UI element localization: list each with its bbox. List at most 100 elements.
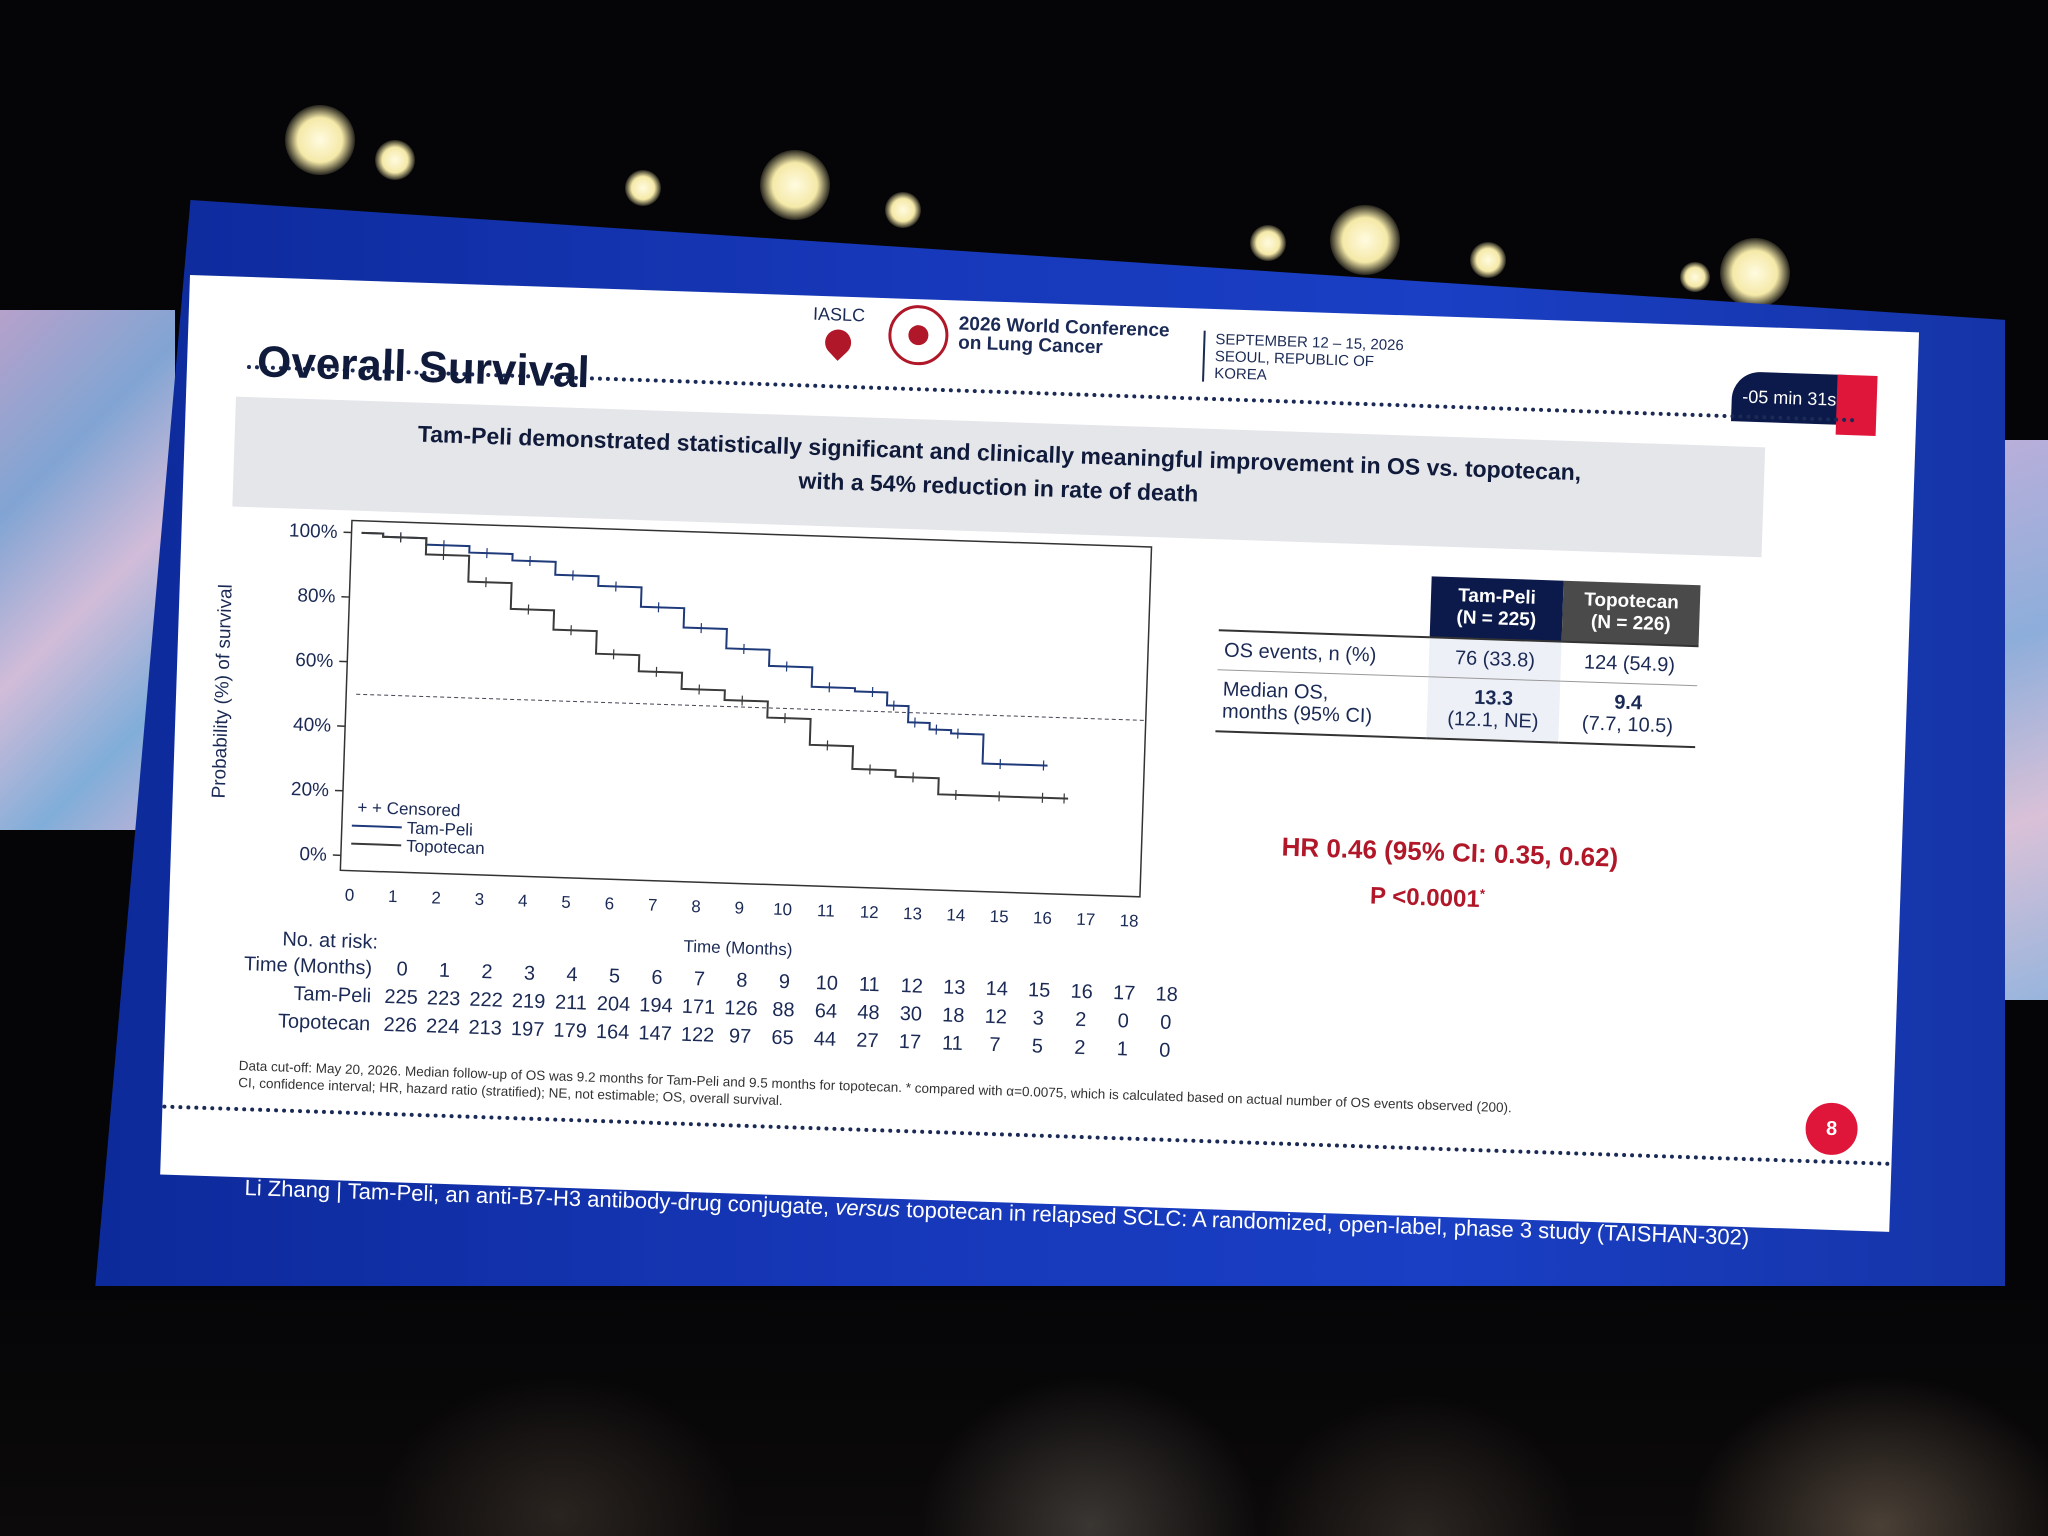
risk-value-tam-peli: 171 <box>681 995 716 1019</box>
x-tick-label: 1 <box>388 887 398 906</box>
risk-value-topotecan: 17 <box>898 1030 922 1054</box>
risk-value-topotecan: 213 <box>468 1016 503 1040</box>
y-tick-label: 60% <box>295 650 334 672</box>
iaslc-lung-icon <box>819 324 857 361</box>
risk-time-value: 9 <box>778 970 791 994</box>
risk-value-tam-peli: 18 <box>941 1004 965 1028</box>
risk-time-value: 3 <box>523 962 536 985</box>
risk-value-tam-peli: 3 <box>1032 1007 1045 1030</box>
legend-line-topotecan <box>351 842 402 847</box>
p-value: P <0.0001* <box>1370 882 1486 914</box>
p-value-marker: * <box>1479 886 1486 902</box>
risk-value-topotecan: 27 <box>855 1029 879 1053</box>
x-tick-label: 9 <box>734 898 744 917</box>
risk-value-tam-peli: 12 <box>984 1005 1008 1029</box>
location-text: SEOUL, REPUBLIC OF KOREA <box>1214 348 1375 384</box>
p-value-text: P <0.0001 <box>1369 882 1481 914</box>
os-events-label: OS events, n (%) <box>1217 630 1430 677</box>
risk-time-value: 18 <box>1155 983 1179 1007</box>
risk-value-topotecan: 179 <box>553 1019 588 1043</box>
tam-peli-header: Tam-Peli (N = 225) <box>1429 576 1564 642</box>
risk-value-tam-peli: 225 <box>384 985 419 1009</box>
risk-time-value: 2 <box>481 961 493 984</box>
y-tick-label: 20% <box>291 779 330 801</box>
median-os-topotecan: 9.4 (7.7, 10.5) <box>1558 681 1698 748</box>
x-tick-label: 3 <box>474 890 484 909</box>
y-axis-label: Probability (%) of survival <box>209 584 237 799</box>
tam-peli-header-n: (N = 225) <box>1456 607 1537 631</box>
os-summary-table: Tam-Peli (N = 225) Topotecan (N = 226) O… <box>1215 569 1701 748</box>
risk-label-topotecan: Topotecan <box>277 1010 371 1036</box>
risk-value-tam-peli: 219 <box>511 990 546 1014</box>
footnote: Data cut-off: May 20, 2026. Median follo… <box>238 1057 1738 1141</box>
risk-value-tam-peli: 126 <box>723 997 759 1021</box>
risk-time-value: 10 <box>815 972 839 995</box>
y-tick-label: 80% <box>297 585 336 607</box>
kaplan-meier-chart: Probability (%) of survival Time (Months… <box>209 519 1153 959</box>
median-os-topotecan-ci: (7.7, 10.5) <box>1581 712 1674 738</box>
risk-value-topotecan: 197 <box>510 1018 545 1042</box>
risk-value-topotecan: 97 <box>728 1025 752 1049</box>
median-reference-line <box>356 693 1146 721</box>
topotecan-header-name: Topotecan <box>1583 589 1680 614</box>
topotecan-header: Topotecan (N = 226) <box>1561 580 1701 647</box>
risk-time-value: 6 <box>651 966 663 990</box>
x-tick-label: 16 <box>1033 908 1053 928</box>
risk-value-tam-peli: 30 <box>899 1002 923 1026</box>
x-tick-label: 11 <box>817 901 835 921</box>
risk-value-tam-peli: 194 <box>638 994 674 1018</box>
risk-value-tam-peli: 64 <box>814 1000 838 1023</box>
risk-time-value: 7 <box>693 968 706 991</box>
x-tick-label: 7 <box>648 896 658 915</box>
plot-frame <box>339 519 1153 898</box>
y-tick-label: 40% <box>293 714 332 736</box>
median-os-label: Median OS, months (95% CI) <box>1215 669 1429 739</box>
y-tick-label: 100% <box>289 520 338 543</box>
os-events-tam-peli: 76 (33.8) <box>1428 637 1562 682</box>
risk-value-tam-peli: 0 <box>1159 1011 1172 1034</box>
x-tick-label: 13 <box>903 904 923 924</box>
risk-time-value: 12 <box>900 974 924 998</box>
x-tick-label: 18 <box>1119 911 1139 931</box>
y-axis-ticks: 0% 20% 40% 60% 80% 100% <box>289 520 352 866</box>
risk-value-tam-peli: 2 <box>1074 1008 1087 1032</box>
timer-accent <box>1835 374 1878 436</box>
legend-line-tam-peli <box>351 824 402 829</box>
x-tick-label: 12 <box>859 903 879 923</box>
risk-value-topotecan: 224 <box>425 1015 460 1039</box>
risk-value-topotecan: 226 <box>383 1013 418 1037</box>
presentation-slide: IASLC 2026 World Conference on Lung Canc… <box>160 275 1920 1232</box>
risk-time-value: 11 <box>858 973 881 997</box>
risk-value-tam-peli: 48 <box>856 1001 880 1025</box>
risk-value-topotecan: 164 <box>595 1020 630 1044</box>
risk-value-topotecan: 44 <box>813 1028 837 1051</box>
risk-value-topotecan: 122 <box>680 1023 715 1047</box>
series-line-topotecan <box>361 531 1069 800</box>
survival-curves <box>361 531 1069 804</box>
x-axis-ticks: 0 1 2 3 4 5 6 7 8 9 10 11 12 13 14 15 16 17 18 <box>344 885 1138 930</box>
x-tick-label: 0 <box>344 885 354 904</box>
legend-topotecan: Topotecan <box>406 836 485 858</box>
x-tick-label: 10 <box>773 900 793 920</box>
risk-label-tam-peli: Tam-Peli <box>293 982 372 1008</box>
risk-value-topotecan: 147 <box>638 1022 673 1046</box>
x-tick-label: 15 <box>989 907 1009 927</box>
risk-value-tam-peli: 0 <box>1117 1010 1130 1033</box>
median-os-tam-peli: 13.3 (12.1, NE) <box>1426 676 1561 743</box>
risk-value-topotecan: 7 <box>988 1033 1001 1057</box>
presenter-name: Li Zhang <box>244 1175 331 1203</box>
x-tick-label: 5 <box>561 893 571 912</box>
x-tick-label: 17 <box>1076 910 1096 930</box>
topotecan-header-n: (N = 226) <box>1590 611 1672 636</box>
x-tick-label: 14 <box>946 905 966 925</box>
risk-time-value: 14 <box>985 977 1009 1001</box>
org-name: IASLC <box>812 303 866 326</box>
risk-time-value: 15 <box>1027 979 1051 1002</box>
iaslc-logo: IASLC <box>797 303 879 366</box>
x-tick-label: 8 <box>691 897 701 916</box>
x-tick-label: 2 <box>431 888 441 907</box>
risk-time-value: 4 <box>566 963 578 987</box>
risk-value-topotecan: 11 <box>941 1032 964 1056</box>
x-tick-label: 6 <box>604 894 614 913</box>
risk-time-label: Time (Months) <box>243 953 373 980</box>
